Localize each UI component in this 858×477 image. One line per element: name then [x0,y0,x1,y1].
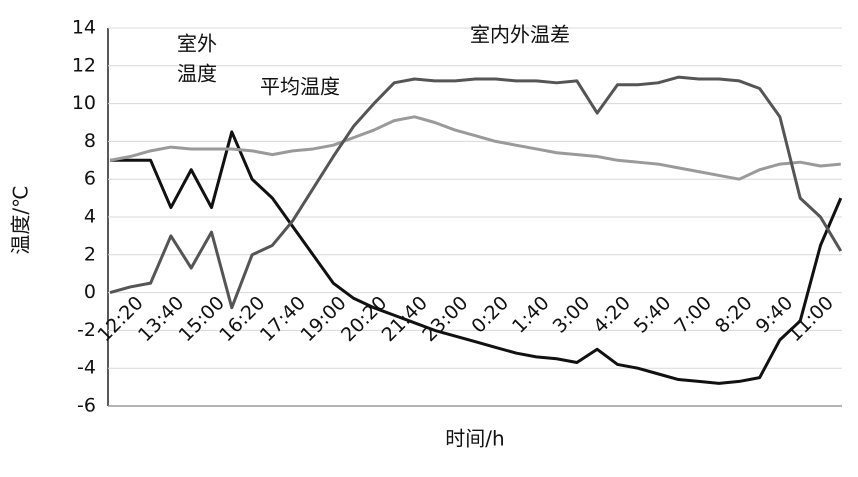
series-line [109,75,843,310]
y-tick-label: 10 [72,92,96,114]
y-tick-label: -4 [77,357,96,379]
y-tick-label: 14 [72,17,96,39]
y-tick-label: 6 [84,168,96,190]
y-tick-label: 4 [84,206,96,228]
y-tick-label: -6 [77,395,96,417]
y-tick-label: 8 [84,130,96,152]
x-tick-label: 12:20 [93,292,147,346]
x-tick-label: 19:00 [296,292,350,346]
annotation: 温度 [177,62,217,86]
x-tick-label: 13:40 [134,292,188,346]
series-line [109,115,841,181]
x-tick-label: 21:40 [378,292,432,346]
series-line [110,130,843,385]
annotation: 平均温度 [260,75,340,99]
x-tick-label: 11:00 [784,292,838,346]
y-axis-label: 温度/℃ [9,185,33,254]
x-tick-label: 15:00 [175,292,229,346]
x-tick-label: 17:40 [256,292,310,346]
annotation: 室内外温差 [470,23,570,47]
x-axis-label: 时间/h [445,427,504,451]
annotation: 室外 [177,32,217,56]
y-tick-label: 12 [72,54,96,76]
y-tick-label: -2 [77,319,96,341]
x-tick-label: 20:20 [337,292,391,346]
y-tick-label: 2 [84,243,96,265]
y-tick-label: 0 [84,281,96,303]
x-tick-label: 16:20 [215,292,269,346]
